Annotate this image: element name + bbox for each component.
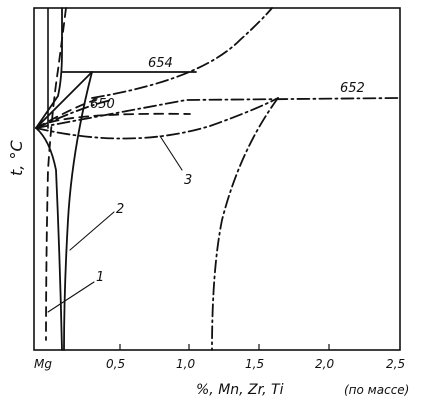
curve-1-solvus: [45, 7, 67, 341]
label-652: 652: [340, 81, 365, 96]
x-axis-label: %, Mn, Zr, Ti: [196, 382, 284, 398]
leader-3: [159, 135, 183, 171]
curve-label-1: 1: [96, 270, 104, 285]
label-654: 654: [148, 56, 173, 71]
x-tick-2-0: 2,0: [315, 357, 334, 371]
x-tick-marks: [119, 344, 330, 350]
curve-label-2: 2: [116, 202, 124, 217]
plot-frame: [33, 7, 401, 351]
mn-liquidus-upper: [35, 7, 63, 129]
label-650: 650: [90, 97, 115, 112]
x-axis-note: (по массе): [344, 383, 409, 397]
mn-liquidus-line: [35, 71, 93, 129]
ti-inner-dashdot: [35, 99, 113, 129]
x-tick-2-5: 2,5: [386, 357, 405, 371]
x-tick-1-5: 1,5: [245, 357, 264, 371]
y-axis-label: t, °C: [7, 140, 26, 176]
x-tick-0-5: 0,5: [106, 357, 125, 371]
leader-2: [69, 211, 115, 251]
leader-1: [47, 281, 95, 313]
curve-2-solvus: [63, 71, 93, 351]
isotherm-652: [35, 97, 401, 129]
mn-solidus-inner: [35, 127, 63, 351]
x-tick-1-0: 1,0: [176, 357, 195, 371]
x-tick-mg: Mg: [34, 357, 52, 371]
curve-3-solidus: [35, 97, 279, 140]
ti-solvus-right: [211, 97, 279, 351]
curve-label-3: 3: [184, 173, 192, 188]
ti-liquidus-upper: [91, 7, 273, 99]
zr-liquidus-dashed: [35, 112, 191, 129]
